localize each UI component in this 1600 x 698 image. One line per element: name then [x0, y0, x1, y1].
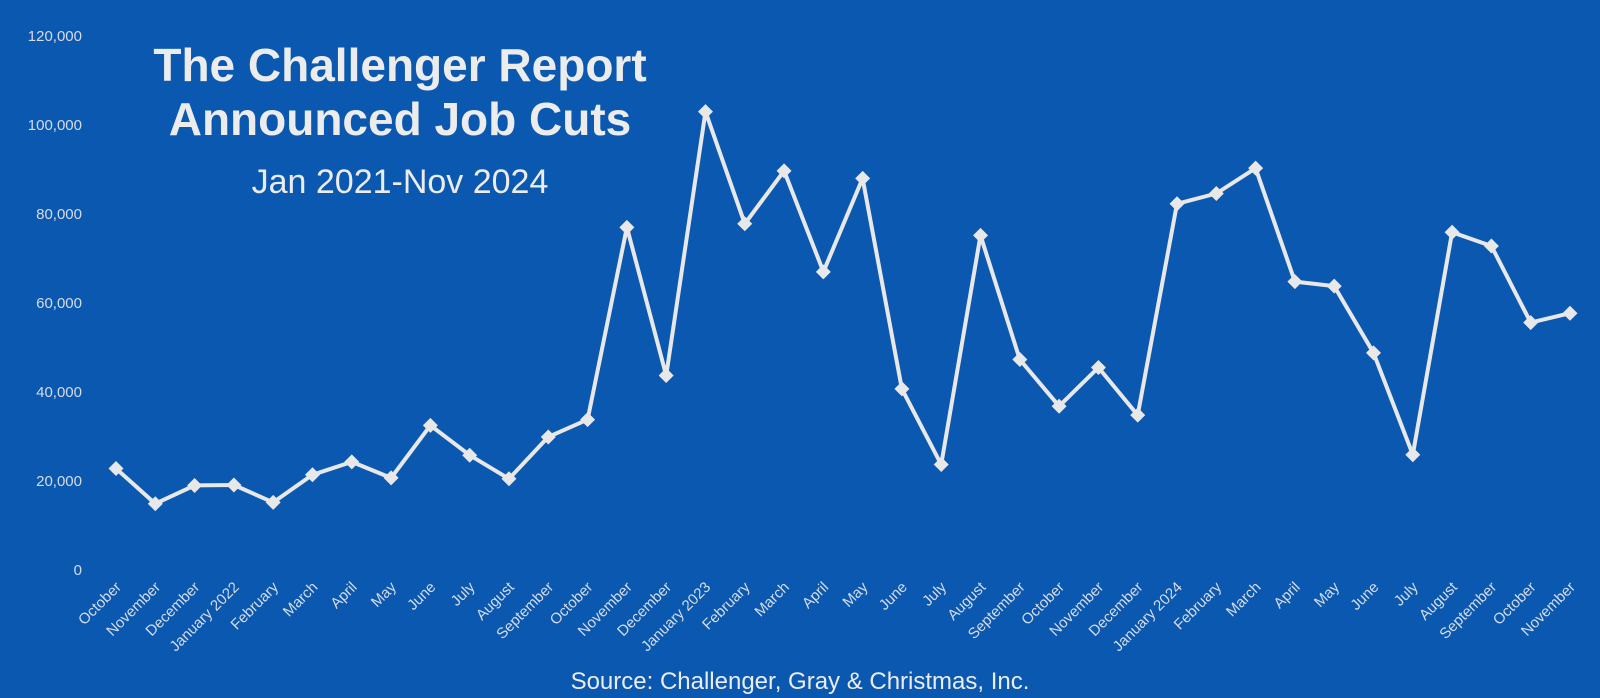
source-note: Source: Challenger, Gray & Christmas, In…: [570, 668, 1030, 695]
data-point: [540, 429, 556, 445]
x-tick-label: July: [919, 578, 950, 609]
data-point: [1483, 238, 1499, 254]
chart-subtitle: Jan 2021-Nov 2024: [251, 163, 549, 201]
data-point: [619, 219, 635, 235]
data-point: [1444, 224, 1460, 240]
chart-title-line-2: Announced Job Cuts: [168, 93, 632, 145]
data-point: [422, 417, 438, 433]
data-point: [304, 467, 320, 483]
x-tick-label: June: [1347, 579, 1382, 614]
data-point: [226, 477, 242, 493]
x-tick-label: March: [280, 579, 321, 620]
data-point: [1287, 274, 1303, 290]
x-tick-label: July: [1391, 578, 1422, 609]
data-point: [1366, 345, 1382, 361]
data-point: [1208, 186, 1224, 202]
data-point: [933, 457, 949, 473]
x-tick-label: June: [876, 579, 911, 614]
chart-title-block: The Challenger Report Announced Job Cuts…: [100, 38, 700, 204]
y-tick-label: 100,000: [28, 117, 82, 134]
y-tick-label: 0: [74, 562, 82, 579]
x-tick-label: April: [1271, 579, 1304, 612]
data-point: [697, 104, 713, 120]
chart-title-line-1: The Challenger Report: [153, 39, 647, 91]
data-point: [894, 381, 910, 397]
data-point: [973, 227, 989, 243]
y-tick-label: 40,000: [36, 384, 82, 401]
data-point: [580, 412, 596, 428]
y-tick-label: 120,000: [28, 28, 82, 45]
data-point: [1326, 278, 1342, 294]
x-tick-label: May: [839, 578, 871, 610]
data-point: [383, 470, 399, 486]
data-point: [855, 170, 871, 186]
data-point: [1130, 407, 1146, 423]
x-tick-label: May: [368, 578, 400, 610]
y-axis: 0 20,000 40,000 60,000 80,000 100,000 120,000: [28, 28, 82, 579]
x-tick-label: April: [327, 579, 360, 612]
y-tick-label: 80,000: [36, 206, 82, 223]
x-tick-label: May: [1311, 578, 1343, 610]
x-tick-label: April: [799, 579, 832, 612]
data-point: [1562, 305, 1578, 321]
data-point: [815, 264, 831, 280]
data-point: [1405, 447, 1421, 463]
data-point: [462, 447, 478, 463]
data-point: [776, 163, 792, 179]
data-point: [1169, 196, 1185, 212]
x-tick-label: March: [1223, 579, 1264, 620]
x-tick-label: June: [404, 579, 439, 614]
data-point: [344, 454, 360, 470]
data-point: [265, 494, 281, 510]
data-point: [187, 477, 203, 493]
data-point: [1523, 315, 1539, 331]
data-point: [658, 368, 674, 384]
data-point: [501, 471, 517, 487]
data-point: [1248, 160, 1264, 176]
data-point: [737, 216, 753, 232]
x-tick-label: March: [751, 579, 792, 620]
y-tick-label: 20,000: [36, 473, 82, 490]
data-point: [1051, 398, 1067, 414]
x-tick-label: July: [448, 578, 479, 609]
data-point: [1090, 360, 1106, 376]
y-tick-label: 60,000: [36, 295, 82, 312]
data-point: [1012, 352, 1028, 368]
series-layer: [108, 104, 1578, 512]
data-point: [147, 496, 163, 512]
data-point: [108, 461, 124, 477]
